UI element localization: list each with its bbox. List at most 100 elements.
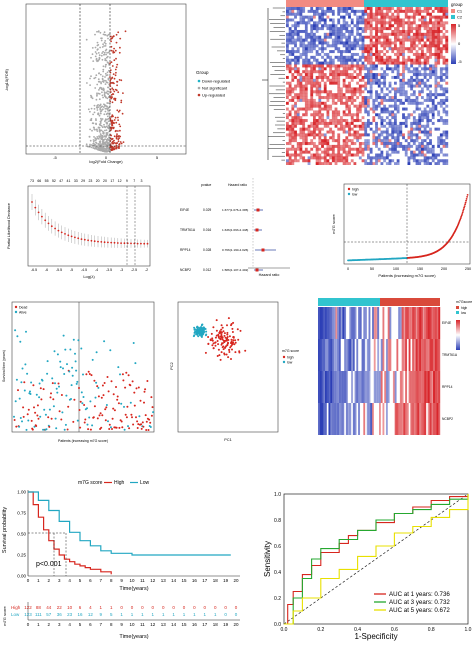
heatmap-cell — [426, 18, 429, 21]
heatmap-cell — [443, 53, 446, 56]
heatmap-cell — [351, 67, 354, 70]
heatmap-cell — [302, 93, 305, 96]
heatmap-cell — [359, 67, 362, 70]
heatmap-cell — [313, 27, 316, 30]
heatmap-cell — [345, 56, 348, 59]
surv-point — [34, 412, 36, 414]
heatmap-cell — [318, 79, 321, 82]
volcano-point — [94, 87, 96, 89]
heatmap-cell — [408, 125, 411, 128]
heatmap-cell — [375, 96, 378, 99]
heatmap-cell — [324, 56, 327, 59]
surv-point — [84, 419, 86, 421]
heatmap-cell — [340, 110, 343, 113]
heatmap-cell — [332, 142, 335, 145]
heatmap-cell — [291, 145, 294, 148]
heatmap-cell — [405, 136, 408, 139]
heatmap-cell — [340, 148, 343, 151]
heatmap-cell — [397, 90, 400, 93]
forest-hr: 0.766(1.190-4.026) — [222, 248, 248, 252]
heatmap-cell — [327, 122, 330, 125]
heatmap-cell — [340, 36, 343, 39]
heatmap-cell — [405, 139, 408, 142]
heatmap-cell — [378, 27, 381, 30]
heatmap-cell — [391, 87, 394, 90]
heatmap-cell — [416, 142, 419, 145]
heatmap-cell — [316, 131, 319, 134]
risk-point — [463, 209, 465, 211]
row-dendrogram — [262, 8, 285, 160]
heatmap-cell — [435, 13, 438, 16]
heatmap-cell — [389, 139, 392, 142]
heatmap-cell — [329, 105, 332, 108]
surv-point — [107, 420, 109, 422]
heatmap-cell — [316, 16, 319, 19]
heatmap-cell — [424, 41, 427, 44]
heatmap-cell — [378, 76, 381, 79]
heatmap-cell — [351, 119, 354, 122]
volcano-point — [102, 108, 104, 110]
heatmap-cell — [375, 41, 378, 44]
lasso-top-tick: 55 — [45, 179, 49, 183]
heatmap-cell — [289, 159, 292, 162]
heatmap-cell — [302, 162, 305, 165]
heatmap-cell — [367, 73, 370, 76]
heatmap-cell — [300, 145, 303, 148]
heatmap-cell — [394, 99, 397, 102]
heatmap-cell — [424, 148, 427, 151]
heatmap-cell — [370, 64, 373, 67]
heatmap-cell — [372, 16, 375, 19]
heatmap-cell — [399, 99, 402, 102]
heatmap-cell — [367, 96, 370, 99]
heatmap-cell — [429, 16, 432, 19]
lasso-point — [97, 241, 99, 243]
heatmap-cell — [375, 70, 378, 73]
volcano-point — [104, 91, 106, 93]
heatmap-cell — [291, 50, 294, 53]
heatmap-cell — [321, 30, 324, 33]
heatmap-cell — [391, 99, 394, 102]
heatmap-cell — [327, 76, 330, 79]
surv-point — [145, 414, 147, 416]
heatmap-cell — [405, 116, 408, 119]
heatmap-cell — [372, 136, 375, 139]
heatmap-cell — [302, 33, 305, 36]
heatmap-cell — [443, 110, 446, 113]
heatmap-cell — [370, 67, 373, 70]
heatmap-cell — [345, 53, 348, 56]
heatmap-cell — [424, 82, 427, 85]
heatmap-cell — [421, 148, 424, 151]
heatmap-cell — [310, 159, 313, 162]
pca-point-low — [193, 327, 195, 329]
heatmap-cell — [340, 154, 343, 157]
heatmap-cell — [418, 79, 421, 82]
heatmap-cell — [432, 125, 435, 128]
heatmap-cell — [440, 142, 443, 145]
heatmap-cell — [310, 44, 313, 47]
heatmap-cell — [321, 27, 324, 30]
volcano-point — [105, 64, 107, 66]
heatmap-cell — [410, 122, 413, 125]
heatmap-cell — [351, 102, 354, 105]
heatmap-cell — [381, 110, 384, 113]
heatmap-cell — [337, 16, 340, 19]
heatmap-cell — [297, 27, 300, 30]
volcano-point — [99, 47, 101, 49]
heatmap-cell — [399, 139, 402, 142]
heatmap-cell — [343, 99, 346, 102]
volcano-point — [112, 65, 114, 67]
heatmap-cell — [429, 50, 432, 53]
heatmap-cell — [354, 136, 357, 139]
heatmap-cell — [405, 50, 408, 53]
heatmap-cell — [389, 82, 392, 85]
heatmap-cell — [329, 18, 332, 21]
heatmap-cell — [313, 62, 316, 65]
heatmap-cell — [340, 87, 343, 90]
heatmap-cell — [327, 27, 330, 30]
heatmap-cell — [413, 85, 416, 88]
heatmap-cell — [327, 36, 330, 39]
heatmap-cell — [354, 59, 357, 62]
heatmap-cell — [335, 50, 338, 53]
heatmap-cell — [359, 73, 362, 76]
